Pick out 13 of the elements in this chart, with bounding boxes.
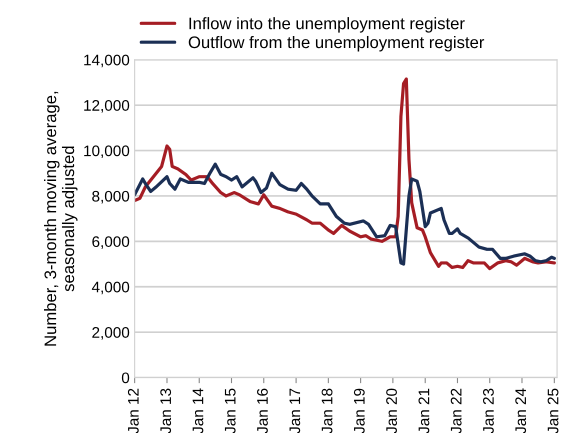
- y-tick-label: 10,000: [84, 145, 130, 158]
- y-tick-label: 8,000: [92, 190, 130, 204]
- y-tick-label: 12,000: [84, 100, 130, 113]
- legend-label: Outflow from the unemployment register: [188, 36, 484, 52]
- y-tick-label: 6,000: [92, 236, 130, 249]
- line-series: [134, 77, 556, 270]
- y-tick-label: 2,000: [92, 327, 130, 340]
- y-tick-label: 14,000: [84, 54, 130, 68]
- y-tick-label: 0: [122, 372, 130, 384]
- y-tick-label: 4,000: [92, 282, 130, 294]
- legend-label: Inflow into the unemployment register: [190, 17, 465, 33]
- y-axis-title: Number, 3-month moving average, seasonally adjusted: [44, 92, 78, 346]
- line-series: [134, 162, 556, 266]
